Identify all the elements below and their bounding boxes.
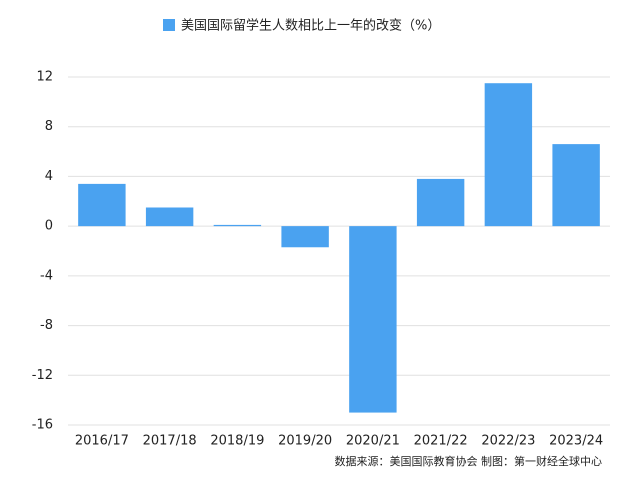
y-tick-label: 4 — [45, 169, 53, 184]
x-tick-label: 2020/21 — [346, 434, 400, 449]
legend-label: 美国国际留学生人数相比上一年的改变（%） — [181, 18, 440, 34]
bar — [78, 183, 126, 227]
bar — [213, 224, 262, 227]
y-tick-label: 8 — [45, 119, 53, 134]
y-tick-label: -8 — [40, 318, 53, 333]
source-note: 数据来源：美国国际教育协会 制图：第一财经全球中心 — [335, 454, 603, 468]
x-tick-label: 2021/22 — [414, 434, 468, 449]
bar — [484, 83, 533, 227]
y-tick-label: -12 — [32, 368, 53, 383]
bar — [349, 226, 397, 413]
x-tick-label: 2022/23 — [481, 434, 535, 449]
y-tick-label: -4 — [40, 268, 53, 283]
bar — [281, 226, 329, 248]
x-tick-label: 2016/17 — [75, 434, 129, 449]
x-tick-label: 2018/19 — [210, 434, 264, 449]
y-tick-label: -16 — [32, 418, 53, 433]
y-tick-label: 12 — [36, 70, 53, 85]
x-tick-label: 2017/18 — [143, 434, 197, 449]
bar — [552, 144, 600, 227]
bar — [145, 207, 194, 227]
y-tick-label: 0 — [45, 219, 53, 234]
x-tick-label: 2019/20 — [278, 434, 332, 449]
bar — [416, 178, 465, 227]
legend-swatch — [163, 19, 175, 31]
x-tick-label: 2023/24 — [549, 434, 603, 449]
